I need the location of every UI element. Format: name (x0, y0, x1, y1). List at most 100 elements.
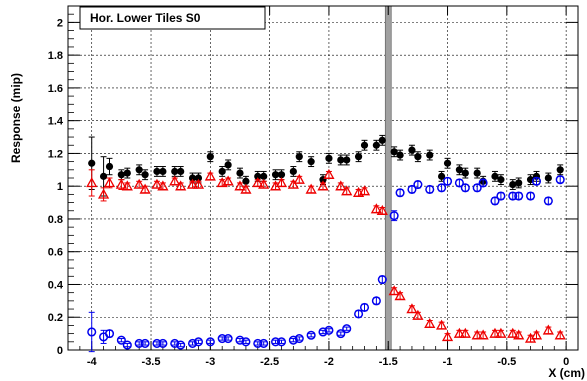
data-point (205, 337, 215, 347)
data-point (359, 302, 370, 312)
data-point (543, 196, 553, 206)
data-point (396, 151, 404, 159)
data-point (413, 180, 423, 190)
data-point (414, 153, 422, 161)
data-point (460, 183, 470, 193)
x-tick-label: -0.5 (497, 356, 516, 368)
data-point (222, 175, 234, 186)
data-point (87, 327, 97, 337)
data-point (554, 329, 566, 340)
x-tick-label: -4 (87, 356, 98, 368)
data-point (241, 337, 251, 347)
data-point (509, 180, 517, 189)
data-point (169, 175, 181, 186)
data-point (390, 148, 398, 156)
data-point (253, 338, 263, 348)
data-point (140, 338, 150, 348)
data-point (188, 174, 197, 182)
data-point (192, 178, 205, 189)
data-point (176, 340, 186, 350)
data-point (289, 167, 297, 176)
data-point (275, 177, 288, 188)
data-point (121, 180, 133, 191)
data-point (324, 325, 334, 335)
data-point (389, 211, 399, 221)
data-point (134, 338, 144, 348)
x-axis-title: X (cm) (548, 366, 585, 380)
data-point (271, 171, 280, 179)
data-point (442, 176, 453, 186)
data-point (193, 337, 204, 347)
data-point (343, 156, 351, 164)
data-point (555, 175, 565, 185)
data-point (530, 329, 543, 340)
data-point (478, 178, 488, 188)
data-point (260, 172, 268, 180)
data-point (491, 172, 499, 180)
data-point (103, 177, 116, 188)
data-point (86, 177, 98, 188)
data-point (495, 327, 507, 338)
data-point (477, 329, 489, 340)
data-point (177, 167, 185, 176)
y-tick-label: 1 (57, 181, 63, 193)
data-point (438, 172, 446, 180)
data-point (497, 176, 505, 184)
data-point (358, 185, 371, 196)
data-point (489, 327, 501, 338)
ticks (67, 5, 579, 351)
data-point (317, 180, 329, 191)
data-point (234, 180, 246, 191)
data-point (135, 166, 143, 174)
y-tick-label: 0.8 (48, 214, 63, 226)
data-series (86, 134, 566, 353)
vertical-band-layer (384, 5, 392, 351)
data-point (336, 329, 346, 339)
data-point (171, 167, 179, 176)
series-open-triangle (86, 168, 566, 343)
y-tick-label: 1.4 (48, 116, 64, 128)
data-point (159, 167, 167, 176)
data-point (542, 324, 554, 335)
data-point (223, 333, 233, 344)
data-point (186, 178, 199, 189)
data-point (508, 191, 518, 201)
data-point (471, 329, 483, 340)
data-point (258, 178, 270, 189)
y-tick-label: 0.4 (48, 279, 64, 291)
data-point (252, 177, 264, 188)
y-tick-label: 1.2 (48, 148, 63, 160)
data-point (323, 168, 335, 179)
y-tick-label: 0.6 (48, 247, 63, 259)
x-tick-label: -2.5 (260, 356, 279, 368)
data-point (218, 167, 226, 176)
data-point (236, 169, 244, 177)
data-point (408, 146, 416, 154)
data-point (459, 327, 471, 338)
y-tick-label: 0 (57, 345, 63, 357)
data-point (335, 180, 347, 191)
data-point (97, 188, 110, 199)
data-point (370, 203, 382, 214)
data-point (175, 180, 187, 191)
data-point (277, 171, 286, 179)
data-point (531, 176, 542, 186)
x-tick-label: -2 (324, 356, 334, 368)
data-point (406, 303, 418, 314)
vertical-band (384, 5, 392, 351)
data-point (115, 178, 127, 189)
x-tick-label: 0 (563, 356, 569, 368)
data-point (306, 330, 316, 340)
y-tick-label: 0.2 (48, 312, 63, 324)
data-point (435, 319, 448, 330)
x-tick-label: -3 (205, 356, 215, 368)
data-point (117, 171, 125, 179)
data-point (473, 169, 481, 177)
data-point (472, 183, 482, 193)
data-point (271, 337, 281, 347)
x-tick-label: -1 (443, 356, 453, 368)
data-point (377, 275, 387, 285)
data-point (354, 153, 363, 161)
data-point (514, 191, 524, 201)
